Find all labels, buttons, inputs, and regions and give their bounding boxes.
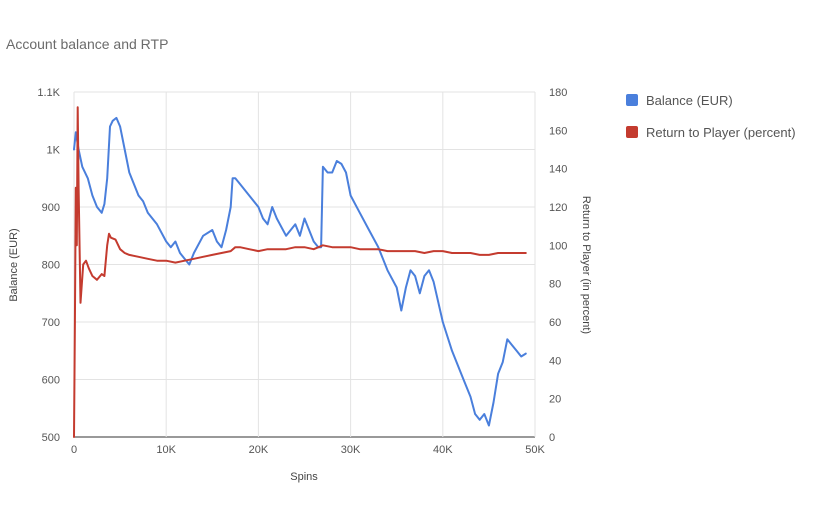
y-left-axis-title: Balance (EUR) xyxy=(8,228,20,301)
x-tick-label: 0 xyxy=(71,444,77,456)
y-left-tick-labels: 500 600 700 800 900 1K 1.1K xyxy=(37,87,60,444)
series-line-rtp[interactable] xyxy=(73,106,527,438)
y-right-tick-label: 0 xyxy=(549,432,555,444)
x-tick-labels: 0 10K 20K 30K 40K 50K xyxy=(71,444,546,456)
y-right-tick-labels: 0 20 40 60 80 100 120 140 160 180 xyxy=(549,87,567,444)
y-left-tick-label: 900 xyxy=(42,202,60,214)
legend-item-balance[interactable]: Balance (EUR) xyxy=(626,90,796,110)
y-right-tick-label: 120 xyxy=(549,202,567,214)
y-right-tick-label: 160 xyxy=(549,125,567,137)
series-line-balance[interactable] xyxy=(73,116,527,427)
y-left-tick-label: 700 xyxy=(42,317,60,329)
legend: Balance (EUR) Return to Player (percent) xyxy=(626,90,796,154)
y-left-tick-label: 1K xyxy=(47,145,61,157)
x-tick-label: 20K xyxy=(249,444,269,456)
legend-swatch-balance xyxy=(626,94,638,106)
x-tick-label: 40K xyxy=(433,444,453,456)
x-tick-label: 10K xyxy=(156,444,176,456)
x-tick-label: 50K xyxy=(525,444,545,456)
legend-swatch-rtp xyxy=(626,126,638,138)
chart-title: Account balance and RTP xyxy=(6,36,169,52)
y-left-tick-label: 500 xyxy=(42,432,60,444)
x-axis-title: Spins xyxy=(290,471,318,483)
y-right-tick-label: 40 xyxy=(549,355,561,367)
y-right-axis-title: Return to Player (in percent) xyxy=(580,196,592,334)
y-left-tick-label: 800 xyxy=(42,260,60,272)
x-tick-label: 30K xyxy=(341,444,361,456)
y-right-tick-label: 60 xyxy=(549,317,561,329)
legend-item-rtp[interactable]: Return to Player (percent) xyxy=(626,122,796,142)
y-right-tick-label: 100 xyxy=(549,240,567,252)
series-lines xyxy=(73,106,527,438)
y-left-tick-label: 1.1K xyxy=(37,87,60,99)
y-right-tick-label: 20 xyxy=(549,394,561,406)
y-right-tick-label: 140 xyxy=(549,164,567,176)
legend-label-balance: Balance (EUR) xyxy=(646,92,733,108)
legend-label-rtp: Return to Player (percent) xyxy=(646,124,796,140)
y-right-tick-label: 180 xyxy=(549,87,567,99)
gridlines xyxy=(73,91,536,438)
y-right-tick-label: 80 xyxy=(549,279,561,291)
y-left-tick-label: 600 xyxy=(42,375,60,387)
